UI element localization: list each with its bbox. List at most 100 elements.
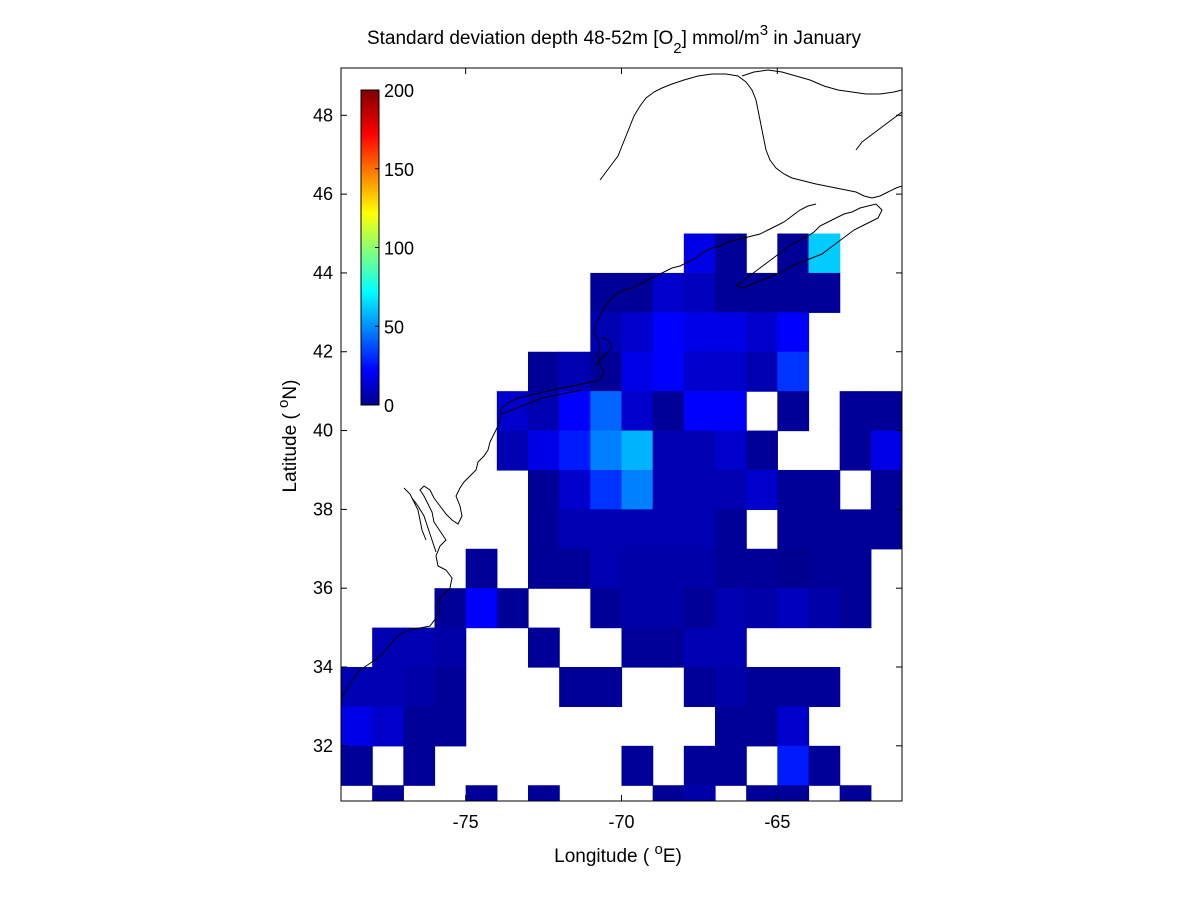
heatmap-cell	[683, 785, 716, 801]
nova-scotia-coastline	[735, 203, 883, 289]
heatmap-cell	[683, 627, 716, 668]
heatmap-cell	[808, 667, 841, 708]
colorbar-tick-label: 100	[384, 239, 414, 259]
heatmap-cell	[777, 667, 810, 708]
x-axis-ticks: -75 -70 -65	[453, 68, 790, 832]
heatmap-cell	[715, 469, 747, 510]
heatmap-cell	[621, 548, 654, 589]
heatmap-cell	[902, 549, 934, 589]
heatmap-cell	[683, 312, 716, 353]
heatmap-cell	[652, 469, 685, 510]
heatmap-cell	[746, 588, 778, 629]
heatmap-cell	[683, 588, 716, 629]
heatmap-cell	[434, 706, 467, 747]
heatmap-cell	[652, 627, 685, 668]
heatmap-cell	[839, 548, 872, 589]
heatmap-cell	[559, 391, 591, 432]
heatmap-cell	[715, 667, 747, 708]
coastline	[341, 69, 902, 699]
heatmap-cell	[715, 391, 747, 432]
y-tick-label: 48	[313, 105, 333, 125]
heatmap-cell	[902, 785, 934, 825]
heatmap-cell	[621, 351, 654, 392]
heatmap-cell	[715, 509, 747, 550]
heatmap-cell	[746, 667, 778, 708]
heatmap-cell	[808, 548, 841, 589]
heatmap-cell	[621, 312, 654, 353]
heatmap-cell	[372, 667, 404, 708]
heatmap-cell	[902, 628, 934, 668]
y-tick-label: 34	[313, 657, 333, 677]
heatmap-cell	[528, 785, 560, 801]
heatmap-cell	[808, 469, 841, 510]
heatmap-cell	[621, 588, 654, 629]
heatmap-cell	[652, 351, 685, 392]
heatmap-cell	[808, 272, 841, 313]
x-tick-label: -65	[764, 812, 790, 832]
heatmap-cell	[777, 469, 810, 510]
heatmap-cell	[683, 351, 716, 392]
heatmap-cell	[839, 430, 872, 471]
heatmap-cell	[590, 351, 623, 392]
heatmap-cell	[652, 430, 685, 471]
heatmap-cell	[590, 667, 623, 708]
y-tick-label: 42	[313, 342, 333, 362]
heatmap-cell	[465, 785, 498, 801]
heatmap-cell	[746, 312, 778, 353]
heatmap-cell	[496, 588, 529, 629]
chart-title: Standard deviation depth 48-52m [O2] mmo…	[367, 22, 862, 57]
heatmap-cell	[434, 667, 467, 708]
heatmap-cell	[528, 430, 560, 471]
heatmap-cell	[559, 667, 591, 708]
heatmap-cell	[683, 548, 716, 589]
heatmap-cell	[403, 745, 436, 786]
y-tick-label: 38	[313, 499, 333, 519]
heatmap-cell	[777, 509, 810, 550]
heatmap-cell	[683, 430, 716, 471]
heatmap-cell	[496, 391, 529, 432]
colorbar-tick-label: 50	[384, 317, 404, 337]
heatmap-cell	[621, 745, 654, 786]
heatmap-cell	[715, 430, 747, 471]
heatmap-cell	[777, 588, 810, 629]
heatmap-cell	[372, 706, 404, 747]
heatmap-cell	[746, 785, 778, 801]
y-tick-label: 44	[313, 263, 333, 283]
heatmap-cell	[683, 233, 716, 274]
newfoundland-coastline	[855, 111, 902, 151]
heatmap-cell	[715, 351, 747, 392]
heatmap-cell	[590, 430, 623, 471]
heatmap-cell	[715, 548, 747, 589]
colorbar-ticks: 0 50 100 150 200	[375, 81, 414, 416]
heatmap-cell	[870, 469, 902, 510]
heatmap-cell	[621, 430, 654, 471]
heatmap-cell	[683, 509, 716, 550]
heatmap-cell	[528, 509, 560, 550]
colorbar: 0 50 100 150 200	[360, 81, 414, 416]
heatmap-cell	[559, 430, 591, 471]
heatmap-cell	[496, 430, 529, 471]
y-axis-label: Latitude ( oN)	[275, 380, 301, 493]
heatmap-cell	[590, 548, 623, 589]
heatmap-cell	[559, 548, 591, 589]
heatmap-cell	[777, 272, 810, 313]
chesapeake-coastline	[411, 497, 437, 553]
heatmap-cell	[590, 272, 623, 313]
heatmap-cell	[839, 588, 872, 629]
heatmap-cell	[434, 627, 467, 668]
heatmap-cell	[746, 548, 778, 589]
heatmap-cell	[590, 312, 623, 353]
heatmap-cell	[777, 351, 810, 392]
north-shore-coastline	[741, 69, 902, 95]
heatmap-cell	[590, 588, 623, 629]
heatmap-cell	[902, 667, 934, 707]
heatmap-cell	[746, 351, 778, 392]
heatmap-cell	[777, 548, 810, 589]
y-tick-label: 46	[313, 184, 333, 204]
heatmap-cell	[683, 745, 716, 786]
delmarva-coastline	[403, 487, 427, 541]
heatmap-cell	[621, 469, 654, 510]
heatmap-cell	[777, 785, 810, 801]
heatmap-cell	[341, 706, 373, 747]
heatmap-cell	[590, 469, 623, 510]
